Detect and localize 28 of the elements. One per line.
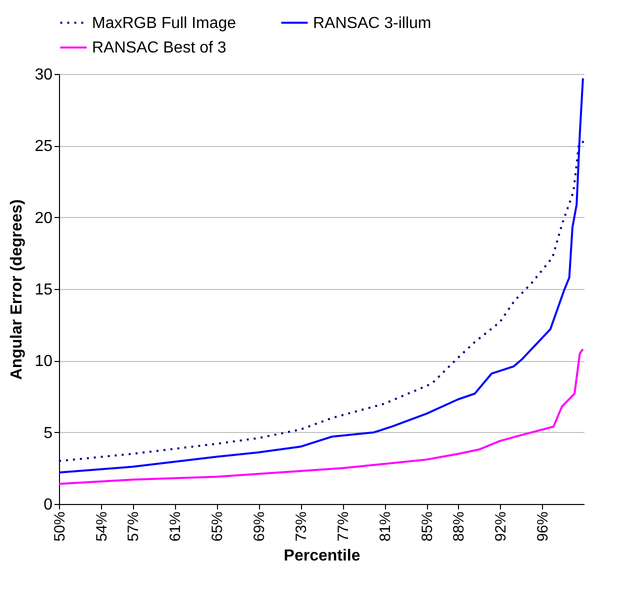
y-tick-label: 0	[44, 496, 53, 514]
line-series	[58, 348, 584, 485]
x-tick-label: 54%	[94, 512, 110, 542]
y-axis-title: Angular Error (degrees)	[8, 199, 26, 380]
y-tick-label: 20	[34, 210, 53, 227]
legend-label: RANSAC Best of 3	[92, 40, 226, 56]
x-tick-label: 88%	[450, 512, 468, 542]
x-tick-label: 61%	[167, 512, 184, 542]
x-tick-label: 50%	[52, 512, 68, 542]
x-tick-label: 57%	[125, 512, 142, 542]
line-series	[58, 140, 585, 462]
x-tick-label: 85%	[419, 512, 436, 542]
y-tick-label: 25	[34, 138, 53, 156]
x-tick-label: 92%	[492, 512, 510, 542]
x-tick-label: 81%	[377, 512, 394, 542]
x-tick-label: 96%	[534, 512, 552, 542]
x-axis-title: Percentile	[284, 548, 360, 565]
y-tick-label: 10	[34, 353, 53, 370]
y-tick-label: 15	[34, 282, 53, 298]
line-series	[58, 77, 584, 474]
x-tick-label: 73%	[293, 512, 310, 542]
x-tick-label: 65%	[209, 512, 226, 542]
legend-label: MaxRGB Full Image	[92, 14, 236, 32]
x-tick-label: 69%	[251, 512, 268, 542]
y-tick-label: 5	[44, 424, 53, 442]
x-tick-label: 77%	[335, 512, 352, 542]
y-tick-label: 30	[34, 66, 53, 84]
legend-label: RANSAC 3-illum	[313, 14, 432, 32]
